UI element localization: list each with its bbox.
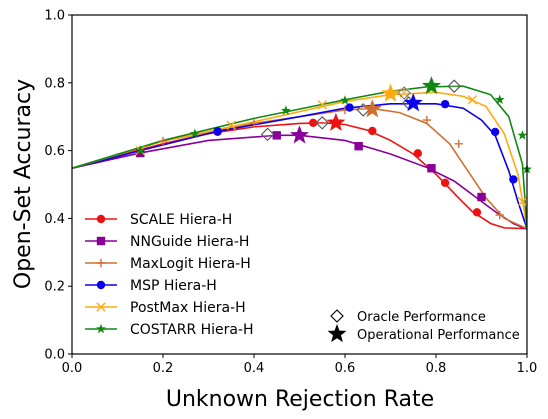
maxlogit-hiera-h-point (454, 139, 463, 149)
legend-marker-nnguide-hiera-h (96, 236, 106, 246)
maxlogit-hiera-h-operational-point (362, 99, 382, 118)
postmax-hiera-h-line (72, 91, 527, 228)
nnguide-hiera-h-point (354, 141, 363, 151)
costarr-hiera-h-point (517, 130, 528, 140)
msp-hiera-h-point (345, 103, 354, 112)
postmax-hiera-h-oracle-point (397, 86, 411, 100)
msp-hiera-h-point (440, 99, 450, 109)
postmax-hiera-h-point (467, 95, 478, 105)
nnguide-hiera-h-point (272, 131, 281, 140)
x-axis-label: Unknown Rejection Rate (166, 387, 434, 412)
operational-legend-icon (327, 324, 347, 343)
y-tick-label: 0.8 (44, 76, 65, 91)
scale-hiera-h-operational-point (326, 112, 346, 131)
y-axis-ticks: 0.0 0.2 0.4 0.6 0.8 1.0 (44, 9, 72, 363)
msp-hiera-h-operational-point (403, 93, 423, 112)
costarr-hiera-h-operational-point (421, 76, 441, 95)
x-tick-label: 0.4 (244, 361, 265, 376)
legend-label-nnguide-hiera-h: NNGuide Hiera-H (130, 234, 249, 250)
oracle-legend-icon (330, 309, 344, 323)
nnguide-hiera-h-point (136, 148, 145, 158)
legend-marker-msp-hiera-h (96, 280, 106, 290)
costarr-hiera-h-point (135, 145, 146, 155)
scale-hiera-h-point (413, 149, 422, 158)
y-axis-label: Open-Set Accuracy (11, 79, 36, 289)
costarr-hiera-h-point (280, 105, 291, 115)
legend-label-maxlogit-hiera-h: MaxLogit Hiera-H (130, 256, 251, 272)
postmax-hiera-h-point (517, 196, 528, 207)
scale-hiera-h-point (440, 178, 450, 188)
msp-hiera-h-point (509, 175, 518, 184)
marker-legend: Oracle Performance Operational Performanc… (327, 309, 520, 343)
y-tick-label: 1.0 (44, 9, 65, 24)
legend-label-msp-hiera-h: MSP Hiera-H (130, 278, 217, 294)
x-tick-label: 0.6 (335, 361, 356, 376)
legend-label-postmax-hiera-h: PostMax Hiera-H (130, 300, 246, 316)
costarr-hiera-h-point (494, 94, 505, 104)
nnguide-hiera-h-oracle-point (260, 127, 275, 142)
legend-label-scale-hiera-h: SCALE Hiera-H (130, 212, 232, 228)
legend-marker-postmax-hiera-h (96, 302, 106, 312)
legend-marker-scale-hiera-h (96, 214, 106, 224)
plot-frame (71, 14, 528, 355)
y-tick-label: 0.4 (44, 212, 65, 227)
maxlogit-hiera-h-point (158, 136, 168, 146)
x-tick-label: 0.0 (62, 361, 83, 376)
markers-layer (135, 76, 532, 220)
msp-hiera-h-point (213, 127, 222, 136)
legend-label-costarr-hiera-h: COSTARR Hiera-H (130, 322, 254, 338)
costarr-hiera-h-point (189, 128, 200, 138)
legend-marker-costarr-hiera-h (96, 323, 106, 334)
scale-hiera-h-point (308, 118, 318, 128)
nnguide-hiera-h-point (477, 192, 486, 202)
legend: SCALE Hiera-H NNGuide Hiera-H MaxLogit Hie… (85, 212, 254, 338)
msp-hiera-h-point (490, 127, 500, 137)
series-layer (72, 85, 527, 230)
x-axis-ticks: 0.0 0.2 0.4 0.6 0.8 1.0 (62, 354, 538, 376)
scale-hiera-h-oracle-point (315, 116, 330, 130)
x-tick-label: 1.0 (517, 361, 538, 376)
maxlogit-hiera-h-point (422, 115, 432, 125)
maxlogit-hiera-h-point (249, 119, 259, 128)
costarr-hiera-h-point (340, 95, 350, 105)
postmax-hiera-h-operational-point (380, 83, 401, 102)
marker-legend-label: Operational Performance (357, 328, 520, 343)
nnguide-hiera-h-operational-point (289, 125, 310, 144)
marker-legend-label: Oracle Performance (357, 310, 486, 325)
postmax-hiera-h-point (317, 100, 327, 110)
maxlogit-hiera-h-point (495, 210, 504, 220)
postmax-hiera-h-point (226, 120, 236, 130)
scale-hiera-h-point (472, 208, 482, 217)
msp-hiera-h-line (72, 103, 527, 229)
legend-marker-maxlogit-hiera-h (96, 258, 106, 268)
nnguide-hiera-h-point (427, 164, 436, 173)
x-tick-label: 0.8 (426, 361, 447, 376)
scale-hiera-h-point (368, 126, 377, 136)
x-tick-label: 0.2 (153, 361, 174, 376)
costarr-hiera-h-oracle-point (447, 79, 461, 93)
y-tick-label: 0.2 (44, 280, 65, 295)
nnguide-hiera-h-line (72, 134, 527, 230)
y-tick-label: 0.6 (44, 144, 65, 159)
y-tick-label: 0.0 (44, 348, 65, 363)
